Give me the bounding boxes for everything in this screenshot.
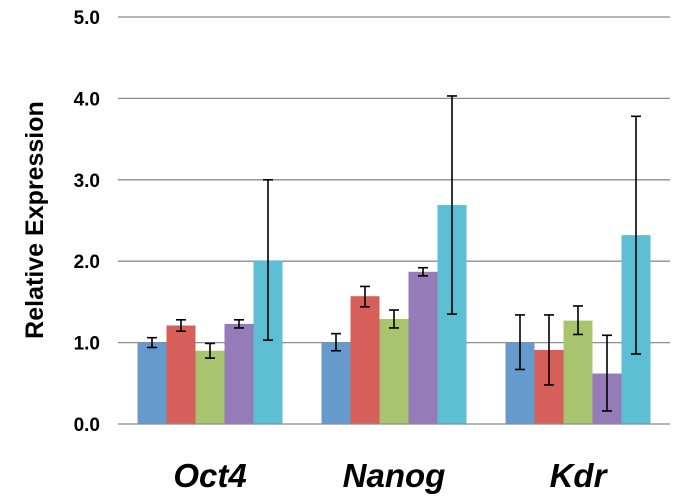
error-bar bbox=[544, 314, 554, 386]
error-bar bbox=[263, 179, 273, 341]
error-bar bbox=[573, 305, 583, 336]
error-bar bbox=[176, 319, 186, 333]
error-bar bbox=[631, 115, 641, 355]
error-bar bbox=[331, 332, 341, 352]
bar bbox=[224, 323, 254, 424]
error-bar bbox=[360, 285, 370, 308]
x-category-label: Oct4 bbox=[173, 457, 246, 494]
error-bar bbox=[234, 319, 244, 329]
y-tick-label: 5.0 bbox=[74, 8, 100, 29]
y-tick-label: 3.0 bbox=[74, 171, 100, 192]
bar bbox=[408, 271, 438, 424]
y-tick-label: 0.0 bbox=[74, 415, 100, 436]
error-bar bbox=[447, 95, 457, 315]
bar bbox=[137, 342, 167, 424]
error-bar bbox=[418, 266, 428, 277]
y-tick-label: 1.0 bbox=[74, 334, 100, 355]
x-category-label: Nanog bbox=[343, 457, 446, 494]
error-bar bbox=[147, 336, 157, 349]
bar bbox=[166, 325, 196, 424]
y-tick-label: 2.0 bbox=[74, 252, 100, 273]
error-bar bbox=[205, 342, 215, 359]
bars bbox=[137, 205, 651, 424]
bar bbox=[350, 296, 380, 424]
bar bbox=[379, 318, 409, 424]
error-bar bbox=[602, 334, 612, 412]
error-bar bbox=[389, 309, 399, 329]
bar bbox=[563, 320, 593, 424]
bar bbox=[321, 342, 351, 424]
error-bars bbox=[147, 95, 641, 412]
error-bar bbox=[515, 314, 525, 371]
bar bbox=[195, 350, 225, 424]
y-tick-label: 4.0 bbox=[74, 89, 100, 110]
gridlines bbox=[118, 16, 670, 344]
x-category-label: Kdr bbox=[550, 457, 609, 494]
y-axis-title: Relative Expression bbox=[21, 101, 49, 339]
x-axis-category-labels: Oct4 Nanog Kdr bbox=[173, 457, 608, 494]
y-axis-tick-labels: 0.0 1.0 2.0 3.0 4.0 5.0 bbox=[74, 8, 100, 436]
